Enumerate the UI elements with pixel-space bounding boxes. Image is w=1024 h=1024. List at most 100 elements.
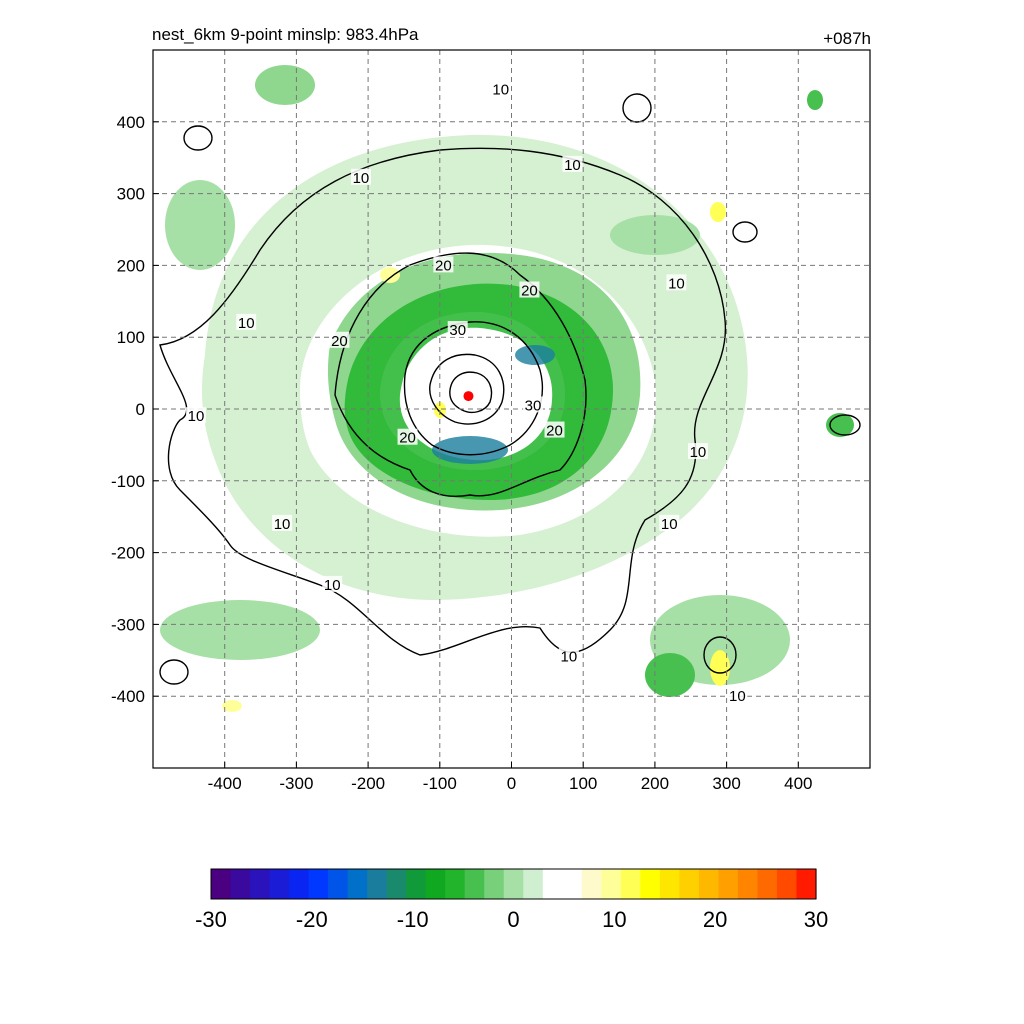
y-tick-label: -100 bbox=[111, 472, 145, 491]
contour-label: 10 bbox=[564, 157, 581, 174]
contour-small-nw bbox=[183, 125, 213, 151]
contour-label-bg bbox=[687, 443, 708, 460]
colorbar-swatch bbox=[445, 869, 466, 899]
contour-inner-1 bbox=[429, 353, 505, 425]
colorbar-tick-labels: -30 -20 -10 0 10 20 30 bbox=[195, 907, 828, 932]
x-tick-label: 200 bbox=[641, 774, 669, 793]
colorbar-tick-label: 10 bbox=[602, 907, 626, 932]
colorbar-swatch bbox=[386, 869, 407, 899]
colorbar-swatch bbox=[718, 869, 739, 899]
contour-label: 10 bbox=[729, 688, 746, 705]
colorbar-swatch bbox=[757, 869, 778, 899]
colorbar-swatch bbox=[328, 869, 349, 899]
contour-label-bg bbox=[659, 514, 680, 531]
colorbar-swatch bbox=[250, 869, 271, 899]
x-tick-label: 400 bbox=[784, 774, 812, 793]
outer-rainband-shade bbox=[202, 134, 748, 601]
contour-label: 30 bbox=[449, 322, 466, 339]
contour-label: 20 bbox=[399, 430, 416, 447]
colorbar-swatch bbox=[211, 869, 232, 899]
x-tick-label: -200 bbox=[351, 774, 385, 793]
patch-far-ne bbox=[807, 90, 823, 110]
colorbar-swatch bbox=[406, 869, 427, 899]
x-tick-label: -400 bbox=[208, 774, 242, 793]
colorbar-swatch bbox=[562, 869, 583, 899]
contour-small-ne bbox=[732, 221, 758, 243]
inner-core-shade bbox=[344, 283, 614, 500]
contour-label-bg bbox=[490, 80, 511, 97]
yellow-spot-south bbox=[222, 700, 242, 712]
colorbar-swatch bbox=[308, 869, 329, 899]
colorbar-swatch bbox=[796, 869, 817, 899]
y-tick-label: -300 bbox=[111, 615, 145, 634]
colorbar-tick-label: 0 bbox=[507, 907, 519, 932]
patch-sw bbox=[160, 600, 320, 660]
colorbar-swatch bbox=[581, 869, 602, 899]
storm-center-marker bbox=[463, 391, 474, 402]
contour-label: 20 bbox=[521, 283, 538, 300]
patch-west bbox=[165, 180, 235, 270]
colorbar bbox=[210, 868, 817, 900]
y-tick-label: 300 bbox=[117, 185, 145, 204]
contour-label-bg bbox=[272, 514, 293, 531]
contour-label-bg bbox=[433, 256, 454, 273]
contour-label: 10 bbox=[668, 275, 685, 292]
colorbar-swatch bbox=[698, 869, 720, 899]
colorbar-swatch bbox=[523, 869, 544, 899]
colorbar-swatch bbox=[347, 869, 368, 899]
colorbar-swatch bbox=[737, 869, 759, 899]
colorbar-swatch bbox=[425, 869, 446, 899]
contour-label-bg bbox=[562, 155, 583, 172]
contour-label: 20 bbox=[331, 333, 348, 350]
contour-label-bg bbox=[727, 687, 748, 704]
colorbar-swatch bbox=[367, 869, 388, 899]
contour-small-se bbox=[703, 636, 737, 674]
contour-20 bbox=[334, 252, 587, 497]
contour-label-bg bbox=[519, 281, 540, 298]
intense-spot-east bbox=[515, 345, 555, 365]
colorbar-swatch bbox=[230, 869, 251, 899]
contour-label: 10 bbox=[353, 170, 370, 187]
intense-spot-south bbox=[432, 436, 508, 464]
contour-label-bg bbox=[397, 428, 418, 445]
contour-label: 20 bbox=[546, 423, 563, 440]
storm-center-layer bbox=[463, 391, 474, 402]
contour-small-ne2 bbox=[622, 93, 652, 123]
y-tick-label: 400 bbox=[117, 113, 145, 132]
yellow-spot-ne bbox=[710, 202, 726, 222]
contour-label: 10 bbox=[188, 408, 205, 425]
contour-label-bg bbox=[523, 396, 544, 413]
y-tick-label: 200 bbox=[117, 256, 145, 275]
contour-label-bg bbox=[544, 421, 565, 438]
contour-label-bg bbox=[322, 575, 343, 592]
colorbar-swatch bbox=[679, 869, 700, 899]
patch-nw bbox=[255, 65, 315, 105]
shaded-field bbox=[160, 65, 854, 712]
contour-inner-2 bbox=[449, 371, 493, 414]
x-tick-label: 0 bbox=[507, 774, 516, 793]
contour-label: 20 bbox=[435, 257, 452, 274]
colorbar-swatch bbox=[620, 869, 641, 899]
x-tick-label: -100 bbox=[423, 774, 457, 793]
x-tick-label: 300 bbox=[712, 774, 740, 793]
colorbar-swatch bbox=[484, 869, 505, 899]
colorbar-tick-label: 30 bbox=[804, 907, 828, 932]
x-tick-label: 100 bbox=[569, 774, 597, 793]
colorbar-swatch bbox=[659, 869, 680, 899]
colorbar-border bbox=[210, 868, 817, 900]
yellow-spot-north bbox=[380, 267, 400, 283]
colorbar-swatch bbox=[542, 869, 563, 899]
x-tick-label: -300 bbox=[279, 774, 313, 793]
forecast-time-label: +087h bbox=[823, 29, 871, 48]
colorbar-swatch bbox=[269, 869, 290, 899]
colorbar-tick-label: -10 bbox=[397, 907, 429, 932]
colorbar-swatch bbox=[464, 869, 485, 899]
contour-label: 10 bbox=[324, 577, 341, 594]
contour-small-sw bbox=[159, 659, 189, 685]
contour-label: 10 bbox=[561, 649, 578, 666]
contour-label: 10 bbox=[274, 516, 291, 533]
contour-label: 30 bbox=[525, 397, 542, 414]
y-tick-label: -400 bbox=[111, 687, 145, 706]
contour-label-bg bbox=[558, 647, 579, 664]
